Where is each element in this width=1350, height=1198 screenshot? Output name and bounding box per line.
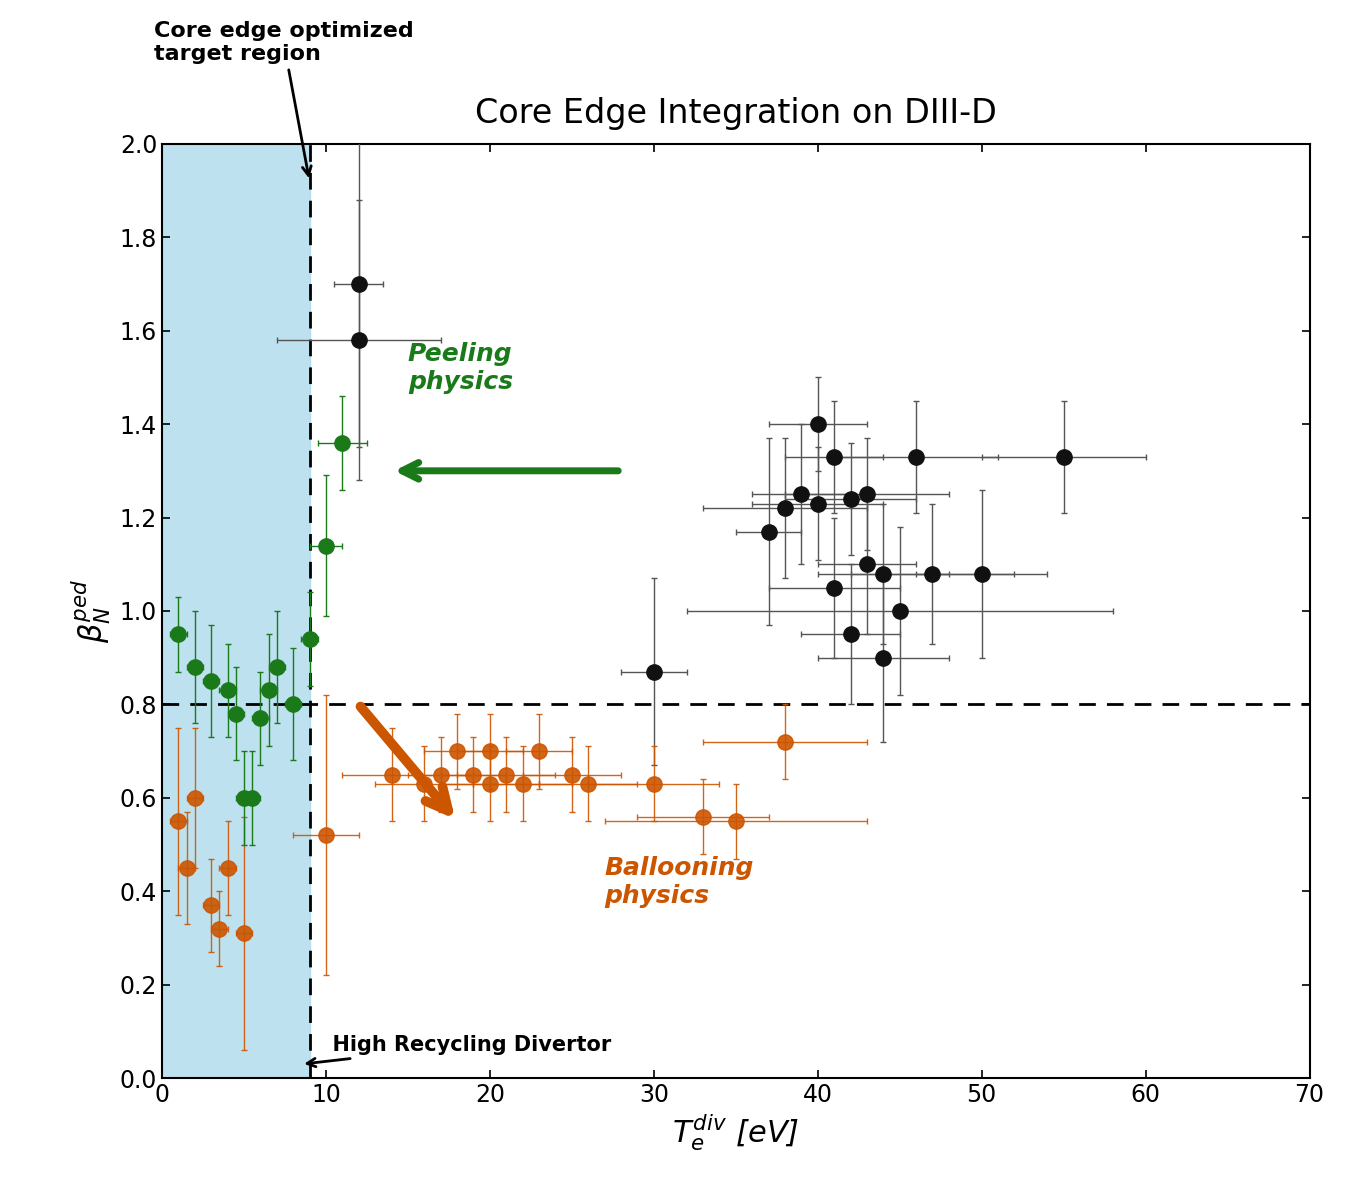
Text: Peeling
physics: Peeling physics xyxy=(408,343,513,394)
Text: Ballooning
physics: Ballooning physics xyxy=(605,857,755,908)
Bar xyxy=(162,144,309,1078)
X-axis label: $T_e^{div}$ [eV]: $T_e^{div}$ [eV] xyxy=(672,1113,799,1154)
Text: High Recycling Divertor: High Recycling Divertor xyxy=(308,1035,612,1066)
Y-axis label: $\beta_N^{ped}$: $\beta_N^{ped}$ xyxy=(69,579,112,643)
Text: Core edge optimized
target region: Core edge optimized target region xyxy=(154,22,413,175)
Title: Core Edge Integration on DIII-D: Core Edge Integration on DIII-D xyxy=(475,97,996,129)
